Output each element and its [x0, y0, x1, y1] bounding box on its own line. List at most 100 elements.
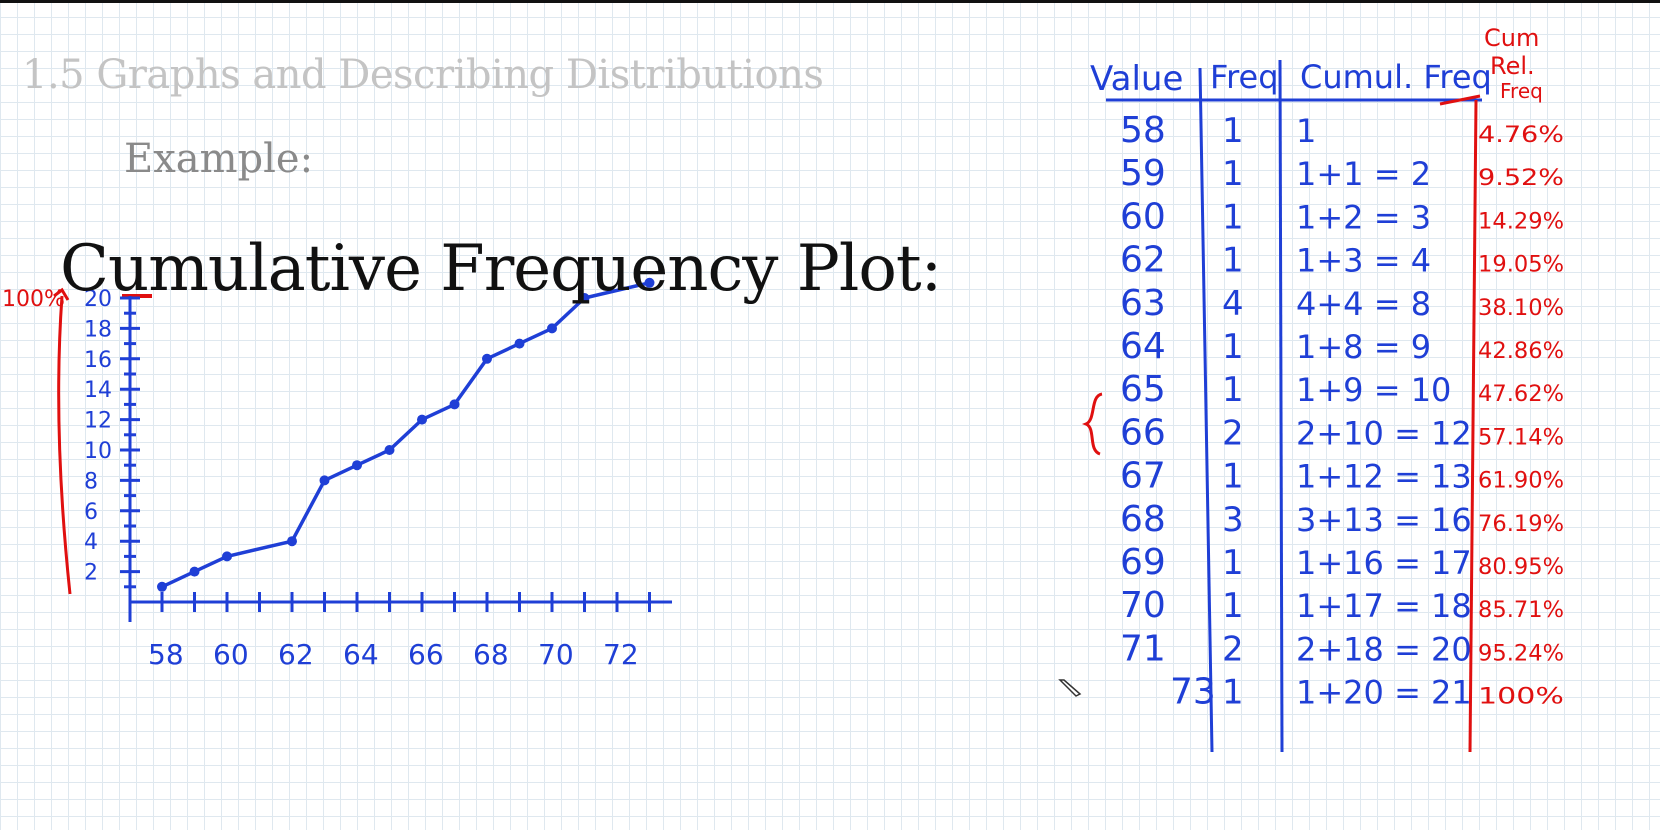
cell-cumul: 1+17 = 18 [1296, 587, 1472, 625]
data-point [157, 581, 167, 592]
data-point [189, 566, 200, 577]
cell-cumul: 2+10 = 12 [1296, 414, 1472, 452]
data-point [514, 338, 525, 349]
cell-freq: 1 [1222, 111, 1244, 151]
table-row: 63 4 4+4 = 8 38.10% [1120, 283, 1564, 324]
cell-freq: 1 [1222, 327, 1244, 367]
x-tick-label: 58 [148, 638, 184, 671]
y-tick-label: 12 [84, 409, 112, 434]
y-tick-label: 2 [84, 561, 98, 586]
pen-icon [1058, 679, 1082, 697]
cell-cumul: 2+18 = 20 [1296, 630, 1472, 668]
x-tick-label: 60 [213, 638, 249, 671]
median-brace [1081, 392, 1103, 456]
table-rows: 58 1 1 4.76%59 1 1+1 = 2 9.52%60 1 1+2 = 3 14.29%… [1120, 110, 1564, 713]
data-point [287, 536, 297, 547]
cell-cum-rel: 61.90% [1478, 469, 1564, 494]
table-row: 64 1 1+8 = 9 42.86% [1120, 326, 1564, 367]
cell-cum-rel: 4.76% [1478, 123, 1564, 148]
cell-value: 63 [1120, 283, 1166, 324]
cumulative-line [161, 281, 650, 589]
cell-value: 67 [1120, 456, 1166, 497]
cell-cum-rel: 80.95% [1478, 555, 1564, 580]
x-tick-label: 70 [538, 638, 574, 671]
cell-cum-rel: 47.62% [1478, 382, 1564, 407]
table-row: 70 1 1+17 = 18 85.71% [1120, 585, 1564, 626]
table-row: 62 1 1+3 = 4 19.05% [1120, 240, 1564, 281]
table-row: 69 1 1+16 = 17 80.95% [1120, 542, 1564, 583]
cell-cumul: 1+8 = 9 [1296, 328, 1431, 366]
table-row: 68 3 3+13 = 16 76.19% [1120, 499, 1564, 540]
cell-cumul: 1+20 = 21 [1296, 674, 1472, 712]
cell-freq: 2 [1222, 413, 1244, 453]
column-divider-2 [1278, 59, 1284, 753]
x-tick-label: 62 [278, 638, 314, 671]
cell-cumul: 1+3 = 4 [1296, 242, 1431, 280]
data-point [449, 399, 460, 410]
cell-cum-rel: 85.71% [1478, 598, 1564, 623]
x-tick-label: 68 [473, 638, 509, 671]
axes [128, 296, 672, 622]
header-value: Value [1090, 59, 1183, 99]
cell-cum-rel: 42.86% [1478, 339, 1564, 364]
table-row: 73 1 1+20 = 21 100% [1170, 672, 1564, 713]
cell-cum-rel: 14.29% [1478, 209, 1564, 234]
header-cum: Cum [1484, 24, 1539, 52]
cell-cum-rel: 19.05% [1478, 253, 1564, 278]
example-label: Example: [124, 136, 314, 182]
cell-freq: 4 [1222, 284, 1244, 324]
y-ticks: 2 4 6 8 10 12 14 16 18 20 [84, 287, 140, 589]
percent-bracket [57, 295, 72, 595]
table-row: 60 1 1+2 = 3 14.29% [1120, 196, 1564, 237]
data-point [482, 353, 492, 364]
y-tick-label: 10 [84, 439, 112, 464]
cell-value: 66 [1120, 412, 1166, 453]
table-header: Value Freq Cumul. Freq Cum Rel. Freq [1090, 24, 1543, 103]
cell-freq: 1 [1222, 154, 1244, 194]
cell-value: 71 [1120, 628, 1166, 669]
slide-heading: 1.5 Graphs and Describing Distributions [22, 52, 824, 98]
table-row: 66 2 2+10 = 12 57.14% [1120, 412, 1564, 453]
data-point [417, 414, 427, 425]
cell-value: 70 [1120, 585, 1166, 626]
cell-freq: 1 [1222, 586, 1244, 626]
data-point [579, 293, 590, 303]
cell-freq: 1 [1222, 673, 1244, 713]
cell-cumul: 1+16 = 17 [1296, 544, 1472, 582]
x-tick-label: 66 [408, 638, 444, 671]
cell-cumul: 1+2 = 3 [1296, 198, 1431, 236]
cell-cum-rel: 76.19% [1478, 512, 1564, 537]
table-lines [1081, 59, 1482, 753]
top-border [0, 0, 1660, 3]
cell-value: 59 [1120, 153, 1166, 194]
x-tick-label: 64 [343, 638, 379, 671]
header-cumul: Cumul. Freq [1300, 58, 1492, 96]
data-point [352, 460, 362, 471]
cell-value: 64 [1120, 326, 1166, 367]
cell-freq: 1 [1222, 197, 1244, 237]
series [157, 277, 655, 592]
cell-cumul: 3+13 = 16 [1296, 501, 1472, 539]
cell-cum-rel: 95.24% [1478, 641, 1564, 666]
table-row: 58 1 1 4.76% [1120, 110, 1564, 151]
cell-value: 58 [1120, 110, 1166, 151]
bracket-arrow [53, 287, 70, 301]
cell-cumul: 1+9 = 10 [1296, 371, 1451, 409]
y-tick-label: 4 [84, 530, 98, 555]
cell-cum-rel: 57.14% [1478, 425, 1564, 450]
cell-freq: 3 [1222, 500, 1244, 540]
y-tick-label: 16 [84, 348, 112, 373]
cell-freq: 2 [1222, 629, 1244, 669]
y-tick-label: 18 [84, 317, 112, 342]
cell-cumul: 1+1 = 2 [1296, 155, 1431, 193]
chart-annotations: 100% [2, 287, 152, 595]
percent-100-label: 100% [2, 287, 65, 312]
table-row: 67 1 1+12 = 13 61.90% [1120, 456, 1564, 497]
plot-title: Cumulative Frequency Plot: [60, 232, 942, 306]
table-row: 71 2 2+18 = 20 95.24% [1120, 628, 1564, 669]
x-ticks: 58 60 62 64 66 68 70 72 [148, 592, 651, 671]
data-point [319, 475, 330, 486]
red-header-rule [1439, 94, 1481, 106]
cell-cumul: 1+12 = 13 [1296, 458, 1472, 496]
